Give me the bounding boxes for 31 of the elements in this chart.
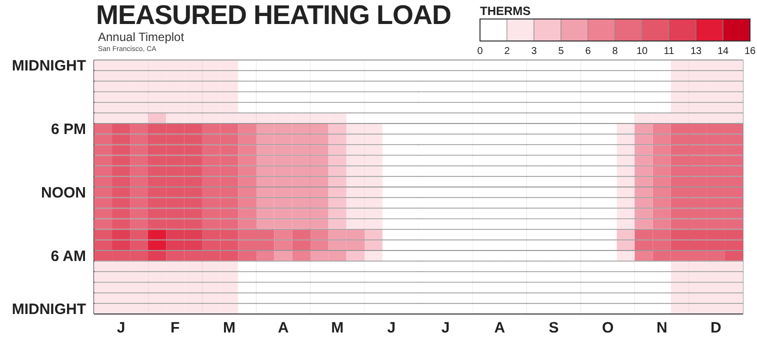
x-tick-label: F <box>170 320 180 337</box>
x-tick-label: A <box>278 320 289 337</box>
y-tick-label: 6 PM <box>50 121 86 138</box>
x-tick-label: N <box>656 320 668 337</box>
x-tick-label: O <box>602 320 614 337</box>
color-bar-label: 3 <box>531 46 538 57</box>
color-bar-label: 14 <box>717 46 729 57</box>
x-tick-label: M <box>331 320 344 337</box>
color-bar-label: 8 <box>612 46 618 57</box>
color-bar-label: 10 <box>636 46 648 57</box>
color-bar-label: 5 <box>558 46 564 57</box>
chart-subtitle: Annual Timeplot <box>98 30 184 44</box>
chart-title: MEASURED HEATING LOAD <box>96 0 452 31</box>
x-tick-label: J <box>116 320 126 337</box>
color-bar-label: 6 <box>585 46 592 57</box>
x-tick-label: D <box>710 320 722 337</box>
y-tick-label: MIDNIGHT <box>12 301 86 318</box>
x-tick-label: J <box>441 320 450 337</box>
color-bar-label: 16 <box>744 46 756 57</box>
color-bar-label: 2 <box>504 46 510 57</box>
x-tick-label: A <box>494 320 506 337</box>
y-tick-label: 6 AM <box>50 248 86 266</box>
color-bar-title: THERMS <box>480 4 531 18</box>
x-tick-label: M <box>222 320 236 337</box>
x-tick-label: S <box>548 320 559 337</box>
color-bar-label: 11 <box>664 46 675 57</box>
x-tick-label: J <box>387 320 396 337</box>
y-tick-label: MIDNIGHT <box>12 58 86 75</box>
y-tick-label: NOON <box>41 184 86 202</box>
color-bar-label: 0 <box>477 46 484 57</box>
color-bar-label: 13 <box>690 46 702 57</box>
